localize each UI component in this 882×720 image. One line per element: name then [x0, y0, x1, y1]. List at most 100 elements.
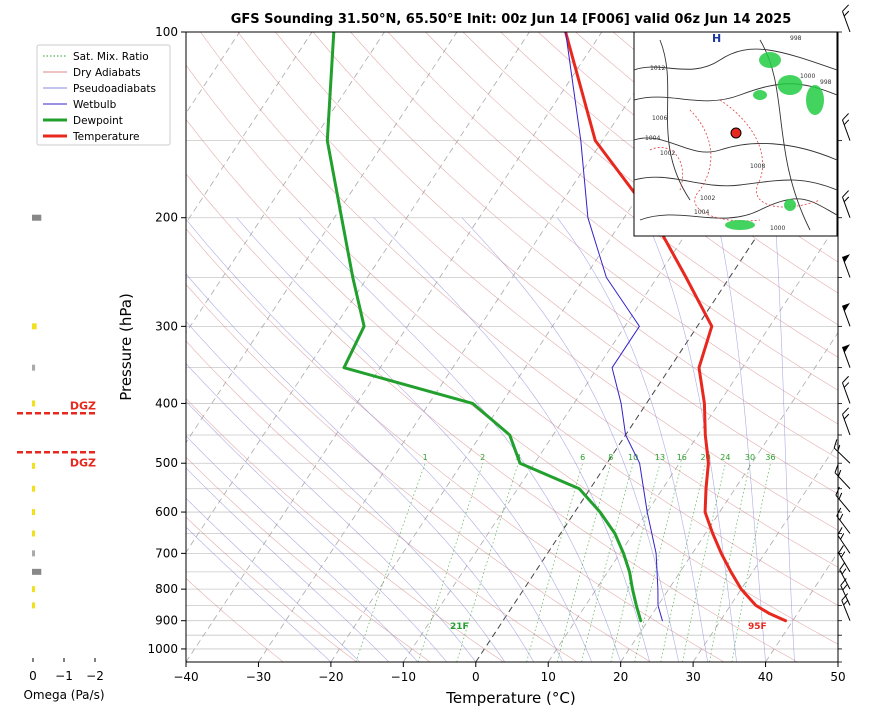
- y-tick-label: 100: [155, 25, 178, 39]
- moist-adiabat-line: [298, 217, 621, 662]
- mixing-ratio-label: 8: [608, 453, 613, 462]
- isotherm-line: [0, 32, 22, 662]
- isotherm-line: [186, 32, 530, 553]
- x-tick-label: 40: [758, 670, 773, 684]
- moist-adiabat-line: [716, 217, 766, 662]
- wind-barb-feather: [838, 492, 843, 500]
- inset-map-label: 1000: [800, 73, 815, 80]
- legend-label: Temperature: [72, 131, 140, 143]
- moist-adiabat-line: [461, 217, 679, 662]
- wind-barb: [836, 507, 851, 534]
- dewpoint-line: [325, 32, 643, 623]
- inset-precip-area: [725, 220, 755, 230]
- wind-barb-staff: [842, 196, 851, 218]
- omega-bar: [32, 214, 42, 221]
- wind-barb-feather: [843, 196, 850, 203]
- wind-barb-feather: [837, 527, 843, 536]
- mixing-ratio-line: [660, 463, 706, 662]
- isotherm-line: [330, 32, 748, 662]
- wind-barb-feather: [840, 533, 845, 540]
- wind-barb-feather: [841, 593, 849, 601]
- wind-barb: [842, 190, 851, 218]
- wind-barb-staff: [837, 534, 851, 554]
- inset-map: H 1012 1006 1004 1002 1000 998 1008 1004 1002 1000…: [633, 31, 838, 237]
- dry-adiabat-line: [186, 118, 838, 645]
- wind-barb-feather: [837, 444, 841, 452]
- x-axis-label: Temperature (°C): [445, 689, 575, 707]
- inset-isobar: [659, 39, 691, 201]
- wind-barb: [842, 113, 851, 141]
- mixing-ratio-label: 36: [765, 453, 775, 462]
- omega-axis-label: Omega (Pa/s): [23, 688, 104, 702]
- wind-barb-feather: [841, 568, 847, 575]
- omega-bar: [32, 400, 36, 407]
- wind-barb-flag: [842, 254, 850, 263]
- mixing-ratio-line: [610, 463, 661, 662]
- wind-barb-staff: [835, 494, 851, 513]
- wind-barb-feather: [843, 599, 849, 606]
- omega-tick-label: 0: [29, 669, 37, 683]
- isotherm-line: [692, 441, 838, 662]
- mixing-ratio-label: 1: [423, 453, 428, 462]
- mixing-ratio-line: [731, 463, 771, 662]
- moist-adiabat-line: [186, 467, 390, 662]
- inset-isobar: [634, 48, 837, 71]
- inset-map-label: 1002: [700, 195, 715, 202]
- wind-barb: [842, 302, 851, 327]
- moist-adiabat-line: [557, 217, 708, 662]
- x-tick-label: 0: [472, 670, 480, 684]
- wind-barb-feather: [843, 10, 850, 17]
- inset-map-label: 1006: [652, 115, 667, 122]
- mixing-ratio-line: [682, 463, 726, 662]
- wind-barb-feather: [837, 469, 842, 477]
- sounding-location-marker: [730, 127, 742, 139]
- legend: Sat. Mix. Ratio Dry Adiabats Pseudoadiabat…: [36, 44, 171, 146]
- inset-map-label: 1012: [650, 65, 665, 72]
- dry-adiabat-line: [186, 284, 651, 662]
- wind-barb-staff: [842, 305, 851, 327]
- inset-map-label: H: [712, 32, 721, 45]
- legend-label: Sat. Mix. Ratio: [73, 51, 149, 63]
- wind-barb: [841, 593, 851, 621]
- wind-barb-feather: [838, 545, 844, 554]
- inset-precip-area: [784, 199, 796, 211]
- omega-bar: [32, 485, 36, 492]
- omega-bar: [32, 364, 36, 371]
- inset-isobar: [639, 198, 837, 221]
- x-tick-label: −30: [246, 670, 271, 684]
- x-tick-label: −20: [318, 670, 343, 684]
- inset-map-label: 1008: [750, 163, 765, 170]
- plot-frame: [185, 31, 839, 663]
- dry-adiabat-line: [186, 64, 838, 606]
- wind-barb-feather: [843, 413, 850, 420]
- dry-adiabat-line: [186, 173, 798, 662]
- surface-temperature-label: 95F: [748, 622, 767, 632]
- inset-precip-area: [759, 52, 781, 68]
- wind-barb-feather: [842, 407, 849, 415]
- dry-adiabat-line: [186, 578, 284, 662]
- wind-barb-staff: [842, 256, 851, 278]
- inset-map-label: 998: [790, 35, 802, 42]
- mixing-ratio-line: [355, 463, 426, 662]
- wind-barb-staff: [842, 11, 851, 33]
- y-tick-label: 600: [155, 505, 178, 519]
- wind-barb-flag: [842, 302, 850, 312]
- legend-box: [36, 44, 171, 146]
- omega-bar: [32, 568, 42, 575]
- isotherm-line: [547, 222, 838, 662]
- isotherm-line: [258, 32, 675, 662]
- omega-tick-label: −2: [86, 669, 104, 683]
- mixing-ratio-label: 24: [720, 453, 730, 462]
- mixing-ratio-line: [634, 463, 683, 662]
- mixing-ratio-line: [581, 463, 634, 662]
- inset-isobar: [634, 137, 837, 161]
- wind-barb-feather: [833, 439, 838, 449]
- chart-title: GFS Sounding 31.50°N, 65.50°E Init: 00z …: [231, 12, 792, 27]
- moist-adiabat-line: [644, 217, 737, 662]
- wind-barb-staff: [842, 414, 851, 436]
- wind-barb-staff: [839, 569, 851, 590]
- mixing-ratio-label: 13: [655, 453, 665, 462]
- dry-adiabat-line: [186, 228, 725, 662]
- omega-bar: [32, 323, 37, 330]
